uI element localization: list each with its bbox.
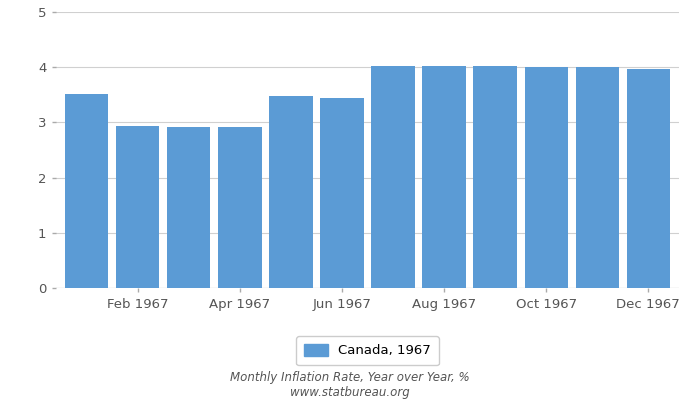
Bar [524,67,568,288]
Bar [270,96,313,288]
Bar [218,127,262,288]
Bar [371,66,414,288]
Bar [575,67,619,288]
Bar [473,66,517,288]
Legend: Canada, 1967: Canada, 1967 [296,336,439,365]
Bar [167,127,211,288]
Bar [626,69,670,288]
Bar [321,98,364,288]
Text: Monthly Inflation Rate, Year over Year, %: Monthly Inflation Rate, Year over Year, … [230,372,470,384]
Bar [65,94,108,288]
Bar [116,126,160,288]
Bar [422,66,466,288]
Text: www.statbureau.org: www.statbureau.org [290,386,410,399]
